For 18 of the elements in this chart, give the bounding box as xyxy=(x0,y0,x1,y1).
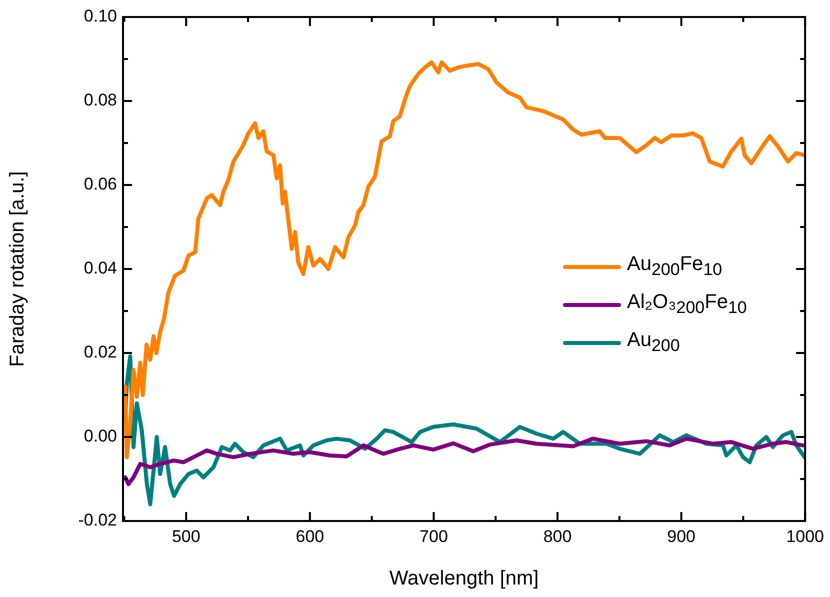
y-tick-label: 0.06 xyxy=(84,174,117,194)
y-tick-label: 0.04 xyxy=(84,258,117,278)
y-tick-label: 0.10 xyxy=(84,6,117,26)
x-axis-title: Wavelength [nm] xyxy=(389,568,539,590)
x-tick-label: 900 xyxy=(667,526,696,546)
x-tick-label: 800 xyxy=(543,526,572,546)
legend-label: Au$_{200}$Fe$_{10}$ xyxy=(627,252,722,281)
x-tick-label: 1000 xyxy=(786,526,824,546)
y-axis-title: Faraday rotation [a.u.] xyxy=(6,171,29,367)
x-tick-label: 700 xyxy=(420,526,448,546)
y-tick-label: 0.02 xyxy=(84,342,117,362)
y-tick-label: 0.08 xyxy=(84,90,117,110)
x-tick-label: 600 xyxy=(296,526,324,546)
x-tick-label: 500 xyxy=(172,526,200,546)
y-tick-label: 0.00 xyxy=(84,426,117,446)
y-tick-label: -0.02 xyxy=(78,510,117,530)
legend-label: Au$_{200}$ xyxy=(627,328,680,357)
legend-label: Al₂O₃$_{200}$Fe$_{10}$ xyxy=(627,290,747,319)
